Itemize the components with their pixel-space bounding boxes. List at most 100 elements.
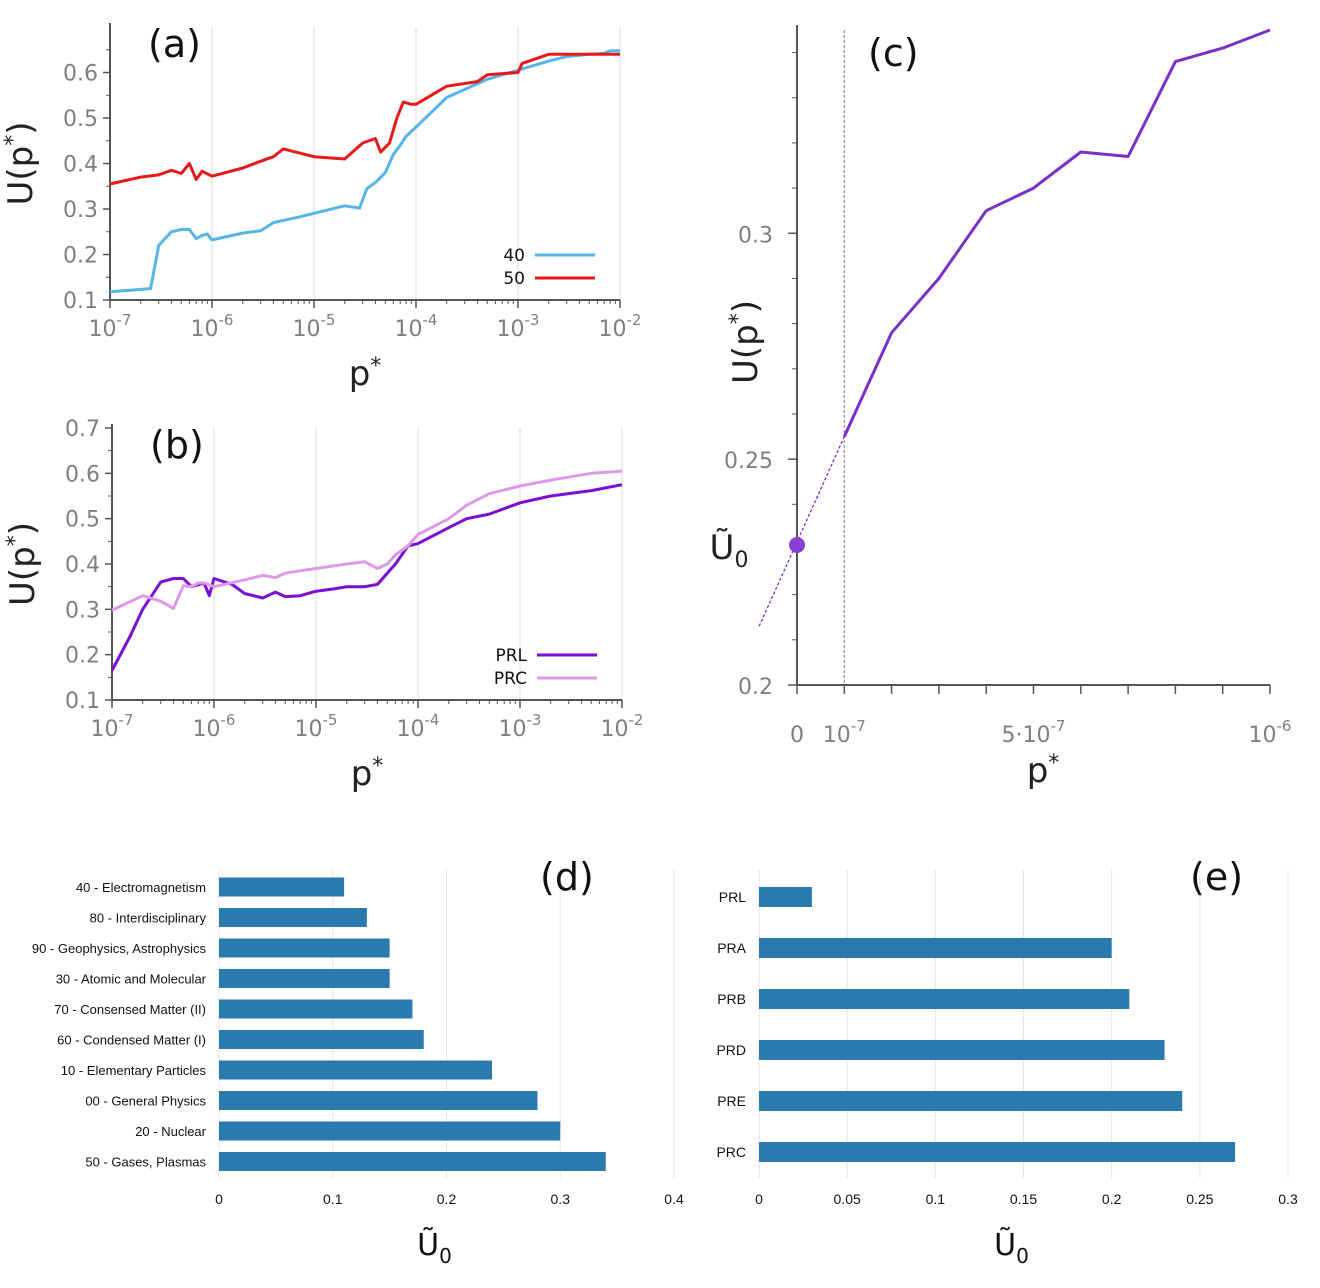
y-tick-label: 0.2 [738,675,773,700]
panel-label: (c) [868,31,919,75]
category-label: 40 - Electromagnetism [76,880,206,895]
category-label: 20 - Nuclear [135,1124,206,1139]
x-tick-label: 0.3 [551,1191,571,1207]
bar-0 [759,887,812,907]
x-tick-label: 10-3 [499,711,542,742]
legend-label: 40 [503,246,525,266]
panel-b: 0.1 0.2 0.3 0.4 0.5 0.6 0.7 10-7 10-6 10-5 10-4 10-… [3,417,643,794]
x-tick-label: 0.15 [1010,1191,1037,1207]
y-tick-label: 0.5 [65,508,100,533]
category-label: PRL [719,889,746,905]
panel-d: 0 0.1 0.2 0.3 0.4 40 - Electromagnetism 80 - I… [32,855,684,1268]
panel-a: 0.1 0.2 0.3 0.4 0.5 0.6 10-7 10-6 10-5 10-4 10-3 10… [1,22,641,394]
bar-8 [219,1121,561,1141]
x-tick-label: 10-3 [497,311,540,342]
category-label: 60 - Condensed Matter (I) [57,1033,206,1048]
x-tick-label: 0 [790,723,804,748]
legend-label: PRC [494,669,527,689]
panel-e: 0 0.05 0.1 0.15 0.2 0.25 0.3 PRL PRA PRB PRD PRE PRC… [716,855,1298,1268]
category-label: PRB [717,991,746,1007]
category-label: PRE [717,1093,746,1109]
bar-0 [219,877,345,897]
category-label: 70 - Consensed Matter (II) [54,1002,206,1017]
legend-label: PRL [495,646,527,666]
x-tick-label: 10-2 [601,711,644,742]
x-tick-label: 10-7 [89,311,132,342]
y-tick-label: 0.3 [65,598,100,623]
y-tick-label: 0.5 [63,107,98,132]
category-label: PRD [716,1042,746,1058]
x-tick-label: 10-6 [191,311,234,342]
bar-2 [219,938,390,958]
y-axis-title: U(p*) [3,522,43,606]
series-line-PRC [111,469,623,612]
x-tick-label: 10-2 [599,311,642,342]
x-tick-label: 10-4 [395,311,438,342]
intercept-point [789,536,805,553]
bar-7 [219,1091,538,1110]
x-tick-label: 10-6 [193,711,236,742]
x-tick-label: 10-4 [397,711,440,742]
bar-9 [219,1152,606,1171]
x-tick-label: 10-5 [293,311,336,342]
category-label: 00 - General Physics [85,1094,206,1109]
panel-c: 0.2 0.25 0.3 0 10-7 5·10-7 10-6 Ũ0 (c) p* U(p*) [710,25,1292,791]
bar-3 [219,969,390,988]
category-label: 10 - Elementary Particles [61,1063,207,1078]
panel-label: (a) [148,22,201,66]
x-axis-title: Ũ0 [417,1226,452,1268]
y-tick-label: 0.2 [63,244,98,269]
y-tick-label: 0.3 [738,223,773,248]
category-label: 90 - Geophysics, Astrophysics [32,941,207,956]
x-tick-label: 5·10-7 [1002,717,1066,748]
x-axis-title: p* [349,354,382,394]
x-axis-title: p* [1027,751,1060,791]
legend-label: 50 [503,269,525,289]
bar-1 [219,908,367,927]
panel-label: (b) [150,423,204,467]
x-tick-label: 0.25 [1186,1191,1213,1207]
bar-6 [219,1060,492,1080]
category-label: PRC [716,1144,746,1160]
x-tick-label: 0.4 [664,1191,684,1207]
bar-2 [759,989,1130,1009]
bar-5 [759,1142,1236,1162]
x-tick-label: 10-6 [1249,717,1292,748]
series-line-40 [109,49,620,294]
y-tick-label: 0.7 [65,417,100,442]
series-line [842,28,1271,438]
x-tick-label: 0.2 [1102,1191,1122,1207]
category-label: 50 - Gases, Plasmas [85,1155,206,1170]
x-tick-label: 0.3 [1278,1191,1298,1207]
bar-1 [759,938,1112,958]
x-tick-label: 0 [215,1191,223,1207]
bar-3 [759,1040,1165,1060]
bar-4 [219,999,413,1019]
y-tick-label: 0.4 [65,553,100,578]
y-tick-label: 0.3 [63,198,98,223]
y-tick-label: 0.2 [65,644,100,669]
bar-5 [219,1030,424,1049]
x-axis-title: Ũ0 [994,1226,1029,1268]
y-tick-label: 0.1 [65,689,100,714]
y-tick-label: 0.1 [63,289,98,314]
category-label: 80 - Interdisciplinary [90,911,207,926]
x-tick-label: 0.2 [437,1191,457,1207]
x-tick-label: 10-5 [295,711,338,742]
category-label: PRA [717,940,746,956]
y-tick-label: 0.6 [65,462,100,487]
x-tick-label: 0.1 [323,1191,343,1207]
x-tick-label: 10-7 [823,717,866,748]
x-tick-label: 0 [755,1191,763,1207]
series-line-PRL [110,483,623,672]
y-tick-label: 0.25 [724,449,773,474]
series-line-50 [109,52,620,186]
panel-label: (d) [540,855,594,899]
x-axis-title: p* [351,754,384,794]
intercept-label: Ũ0 [710,527,749,573]
y-axis-title: U(p*) [1,122,41,206]
x-tick-label: 0.05 [834,1191,861,1207]
category-label: 30 - Atomic and Molecular [56,972,207,987]
panel-label: (e) [1190,855,1243,899]
